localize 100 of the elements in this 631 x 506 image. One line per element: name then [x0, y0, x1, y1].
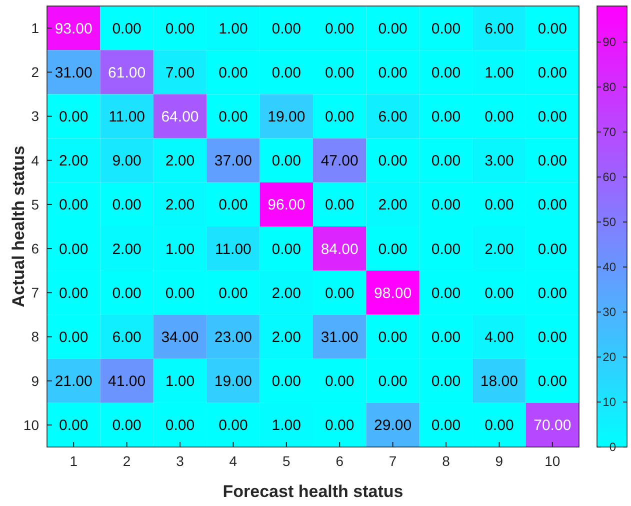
data-label: 0.00	[112, 20, 142, 38]
data-label: 0.00	[59, 329, 88, 346]
data-label: 0.00	[325, 417, 354, 434]
data-label: 7.00	[165, 64, 195, 82]
x-tick-label: 1	[70, 453, 78, 469]
data-label: 0.00	[218, 108, 248, 126]
color-bar-label: 60	[602, 170, 616, 184]
x-tick-label: 8	[442, 453, 450, 469]
data-label: 41.00	[108, 373, 146, 390]
y-axis-title: Actual health status	[9, 146, 28, 308]
data-label: 2.00	[272, 329, 301, 346]
data-label: 0.00	[431, 108, 461, 126]
data-label: 0.00	[325, 196, 354, 214]
x-tick-label: 7	[388, 453, 397, 469]
data-label: 0.00	[218, 284, 248, 302]
data-label: 0.00	[272, 64, 301, 82]
data-label: 3.00	[484, 152, 514, 170]
data-label: 0.00	[59, 417, 88, 434]
data-label: 1.00	[165, 373, 195, 390]
data-label: 11.00	[108, 108, 146, 126]
y-tick-label: 10	[23, 416, 40, 433]
data-label: 0.00	[325, 108, 354, 126]
data-label: 0.00	[378, 329, 408, 346]
data-label: 0.00	[272, 20, 301, 38]
data-label: 0.00	[431, 64, 461, 82]
data-label: 37.00	[214, 152, 252, 170]
data-label: 93.00	[54, 20, 92, 38]
data-label: 2.00	[272, 284, 301, 302]
data-label: 0.00	[112, 284, 142, 302]
data-label: 2.00	[165, 196, 195, 214]
data-label: 64.00	[161, 108, 199, 126]
data-label: 2.00	[165, 152, 195, 170]
color-bar-label: 80	[602, 80, 616, 94]
y-tick-label: 4	[31, 152, 40, 168]
data-label: 2.00	[378, 196, 408, 214]
data-label: 0.00	[431, 329, 461, 346]
data-label: 0.00	[272, 373, 301, 390]
data-label: 34.00	[161, 329, 199, 346]
data-label: 0.00	[325, 64, 354, 82]
data-label: 6.00	[112, 329, 142, 346]
data-label: 98.00	[374, 284, 412, 302]
data-label: 6.00	[378, 108, 408, 126]
data-label: 1.00	[218, 20, 248, 38]
data-label: 0.00	[165, 417, 195, 434]
data-label: 31.00	[320, 329, 358, 346]
x-tick-label: 4	[229, 453, 238, 469]
data-label: 0.00	[59, 196, 88, 214]
data-label: 0.00	[484, 284, 514, 302]
x-tick-label: 5	[282, 453, 290, 469]
data-label: 0.00	[378, 20, 408, 38]
y-tick-label: 6	[31, 240, 40, 256]
data-label: 96.00	[268, 196, 306, 214]
color-bar-label: 20	[602, 350, 616, 364]
color-bar-label: 70	[602, 125, 616, 140]
data-label: 0.00	[378, 64, 408, 82]
data-label: 0.00	[431, 373, 461, 390]
data-label: 18.00	[480, 373, 518, 390]
data-label: 0.00	[538, 329, 567, 346]
data-label: 0.00	[431, 417, 461, 434]
data-label: 23.00	[214, 329, 252, 346]
data-label: 6.00	[484, 20, 514, 38]
x-axis-title: Forecast health status	[222, 482, 404, 501]
x-tick-label: 6	[336, 453, 344, 469]
data-label: 4.00	[484, 329, 514, 346]
data-label: 2.00	[59, 152, 88, 170]
data-label: 0.00	[378, 240, 408, 258]
data-label: 0.00	[112, 196, 142, 214]
data-label: 61.00	[108, 64, 146, 82]
data-label: 0.00	[538, 373, 567, 390]
data-label: 11.00	[214, 240, 252, 258]
data-label: 0.00	[431, 240, 461, 258]
data-label: 21.00	[54, 373, 92, 390]
color-bar-label: 30	[602, 305, 616, 320]
data-label: 0.00	[538, 64, 567, 82]
y-tick-label: 9	[31, 372, 40, 389]
y-tick-label: 5	[31, 196, 40, 212]
x-tick-label: 2	[122, 453, 131, 469]
data-label: 0.00	[431, 284, 461, 302]
data-label: 1.00	[165, 240, 195, 258]
x-tick-label: 10	[544, 453, 560, 469]
y-tick-label: 1	[31, 20, 40, 36]
data-label: 0.00	[431, 196, 461, 214]
y-tick-label: 7	[31, 284, 40, 301]
data-label: 0.00	[218, 64, 248, 82]
data-label: 0.00	[165, 20, 195, 38]
data-label: 47.00	[320, 152, 358, 170]
data-label: 0.00	[325, 20, 354, 38]
color-bar-label: 90	[602, 35, 616, 50]
data-label: 0.00	[165, 284, 195, 302]
data-label: 0.00	[484, 108, 514, 126]
data-label: 19.00	[214, 373, 252, 390]
y-tick-label: 3	[31, 108, 40, 124]
data-label: 0.00	[538, 196, 567, 214]
data-label: 0.00	[431, 20, 461, 38]
x-tick-label: 3	[176, 453, 184, 469]
data-label: 0.00	[218, 417, 248, 434]
data-label: 0.00	[272, 152, 301, 170]
data-label: 0.00	[378, 152, 408, 170]
data-label: 29.00	[374, 417, 412, 434]
data-label: 0.00	[484, 417, 514, 434]
